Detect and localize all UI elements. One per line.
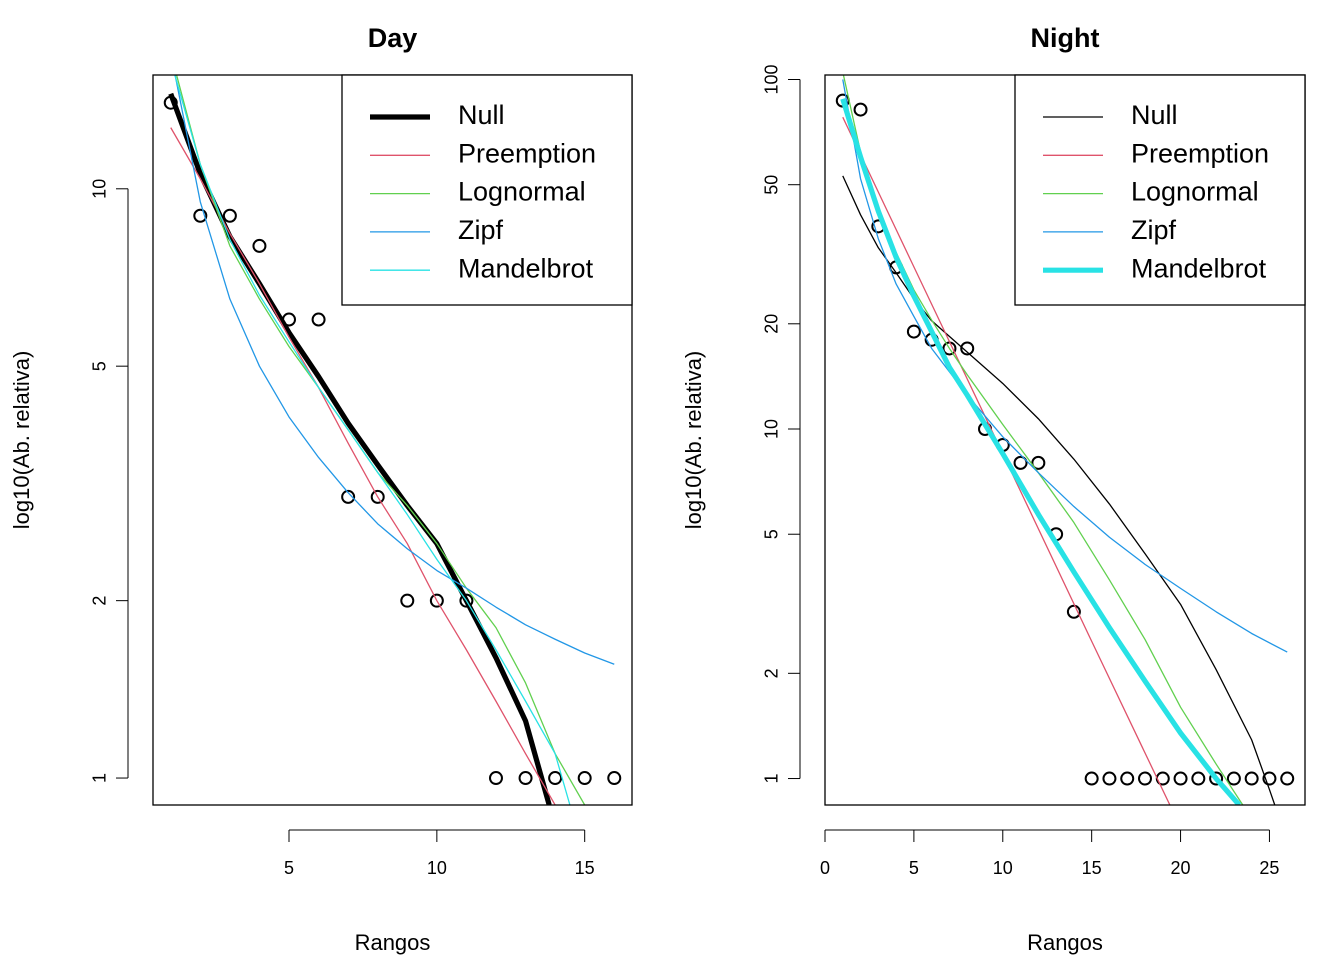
legend-label: Mandelbrot [458,253,594,283]
data-point [400,593,415,608]
y-tick-label: 2 [90,596,110,606]
data-point [222,208,237,223]
x-tick-label: 15 [575,858,595,878]
chart-title: Night [1031,23,1100,53]
x-tick-label: 5 [909,858,919,878]
x-axis-title: Rangos [1027,930,1103,955]
data-point [1191,771,1206,786]
data-point [370,489,385,504]
y-tick-label: 100 [762,64,782,94]
legend-label: Preemption [458,138,596,168]
data-point [577,771,592,786]
x-axis-title: Rangos [355,930,431,955]
data-point [906,324,921,339]
y-tick-label: 10 [90,179,110,199]
legend-label: Lognormal [1131,177,1259,207]
data-point [459,593,474,608]
x-tick-label: 15 [1082,858,1102,878]
legend-box [341,74,633,306]
x-tick-label: 25 [1259,858,1279,878]
series-line [170,127,556,805]
data-point [311,312,326,327]
legend-label: Preemption [1131,138,1269,168]
data-point [1066,604,1081,619]
x-tick-label: 0 [820,858,830,878]
data-point [1209,771,1224,786]
y-tick-label: 1 [762,774,782,784]
series-line [168,92,552,805]
data-point [1280,771,1295,786]
legend-label: Lognormal [458,177,586,207]
series-line [174,75,615,665]
legend-label: Null [458,100,505,130]
data-point [960,341,975,356]
data-point [1031,455,1046,470]
y-tick-label: 5 [762,529,782,539]
y-tick-label: 1 [90,773,110,783]
data-point [488,771,503,786]
data-point [853,102,868,117]
data-point [252,238,267,253]
series-line [840,98,1242,805]
chart-title: Day [368,23,418,53]
data-point [1013,455,1028,470]
y-tick-label: 2 [762,668,782,678]
legend-label: Mandelbrot [1131,253,1267,283]
legend-label: Zipf [1131,215,1177,245]
data-point [1138,771,1152,786]
data-point [1102,771,1117,786]
series-line [174,75,571,805]
data-point [518,771,533,786]
y-axis-title: log10(Ab. relativa) [9,351,34,530]
data-point [548,771,563,786]
x-tick-label: 5 [284,858,294,878]
y-tick-label: 10 [762,419,782,439]
data-point [1226,771,1241,786]
data-point [1120,771,1135,786]
y-tick-label: 50 [762,175,782,195]
data-point [607,771,622,786]
x-tick-label: 10 [993,858,1013,878]
data-point [193,208,208,223]
y-axis-title: log10(Ab. relativa) [681,351,706,530]
legend-label: Null [1131,100,1178,130]
series-line [842,175,1276,805]
y-tick-label: 5 [90,361,110,371]
plot-area [835,75,1295,805]
data-point [429,593,444,608]
plot-area [163,75,622,805]
data-point [341,489,356,504]
legend-label: Zipf [458,215,504,245]
x-tick-label: 20 [1171,858,1191,878]
data-point [1262,771,1277,786]
data-point [1173,771,1188,786]
series-line [842,79,1288,653]
x-tick-label: 10 [427,858,447,878]
legend-box [1014,74,1306,306]
panel: Day Rangos log10(Ab. relativa) 5 10 15 1 2 5 10 Nu… [9,23,633,955]
data-point [1084,771,1099,786]
data-point [1244,771,1259,786]
y-tick-label: 20 [762,314,782,334]
